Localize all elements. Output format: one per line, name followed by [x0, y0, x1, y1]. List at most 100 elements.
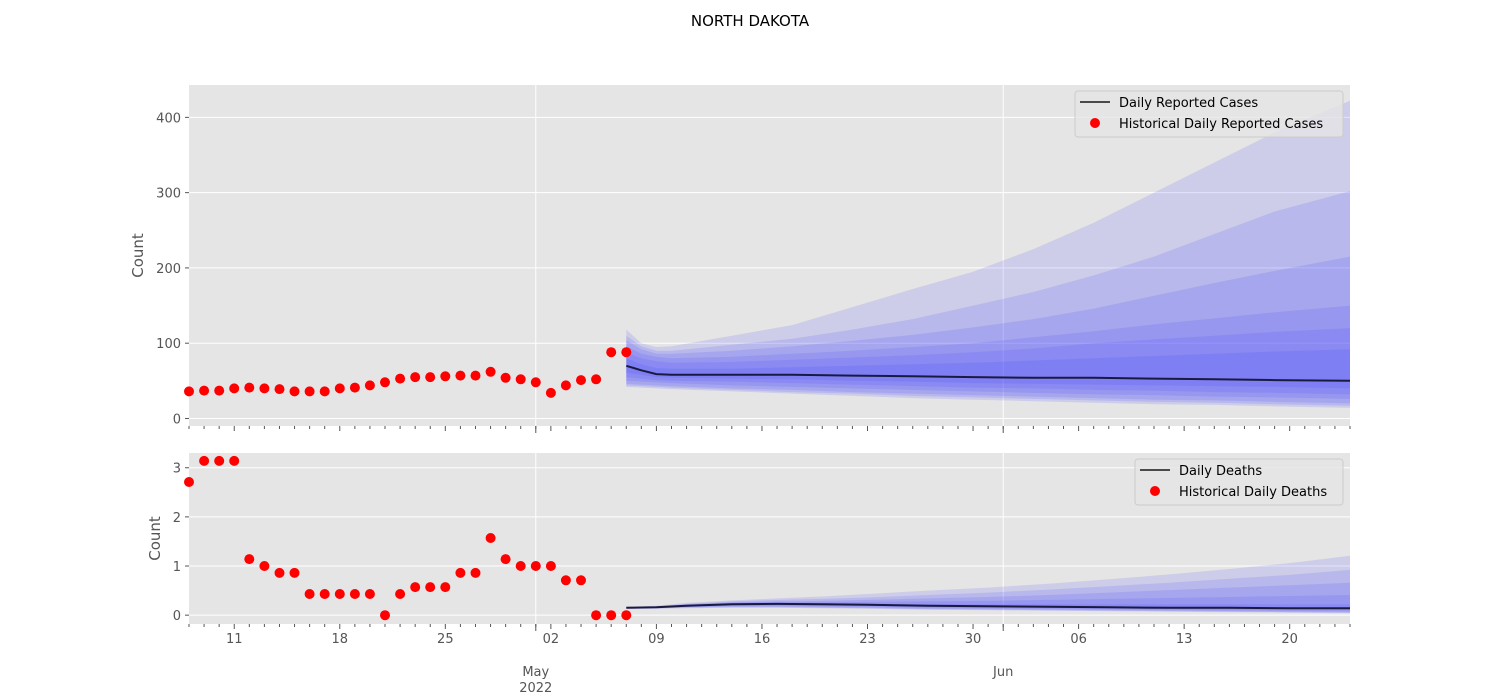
historical-point — [455, 567, 466, 578]
historical-point — [576, 375, 586, 386]
x-tick-label: 02 — [543, 632, 560, 647]
historical-point — [334, 383, 345, 394]
historical-point — [349, 382, 360, 393]
historical-point — [184, 386, 194, 397]
legend-label: Historical Daily Reported Cases — [1119, 117, 1323, 132]
forecast-band-80 — [626, 256, 1350, 404]
y-tick-label: 1 — [173, 560, 181, 575]
plot-background — [189, 85, 1350, 426]
legend-marker-swatch — [1090, 118, 1100, 128]
x-tick-label: 11 — [226, 632, 243, 647]
legend-marker-swatch — [1150, 486, 1160, 496]
figure-title: NORTH DAKOTA — [691, 12, 810, 30]
historical-point — [319, 589, 330, 599]
historical-point — [289, 386, 300, 397]
historical-point — [349, 589, 360, 599]
historical-point — [576, 575, 586, 586]
historical-point — [560, 575, 571, 586]
historical-point — [470, 370, 481, 381]
historical-point — [485, 366, 496, 377]
x-tick-label: 30 — [965, 632, 982, 647]
historical-point — [380, 610, 390, 621]
historical-point — [530, 561, 541, 571]
historical-point — [319, 386, 330, 397]
y-tick-label: 200 — [156, 262, 181, 277]
historical-point — [410, 582, 421, 593]
historical-point — [455, 370, 466, 381]
historical-point — [364, 589, 375, 599]
legend-label: Daily Deaths — [1179, 464, 1262, 479]
historical-point — [304, 386, 315, 397]
historical-point — [274, 384, 285, 395]
forecast-band-90 — [626, 191, 1350, 406]
legend-label: Daily Reported Cases — [1119, 96, 1258, 111]
historical-point — [259, 561, 270, 571]
x-tick-label: 13 — [1176, 632, 1193, 647]
forecast-band-60 — [626, 595, 1350, 611]
historical-point — [304, 589, 315, 599]
historical-point — [606, 347, 617, 358]
historical-point — [545, 387, 556, 398]
deaths-panel: 0 1 2 3 Count Daily Deaths Historical Daily De… — [146, 453, 1351, 631]
y-tick-label: 100 — [156, 337, 181, 352]
historical-point — [395, 589, 406, 599]
historical-point — [199, 455, 210, 466]
x-year-label: 2022 — [519, 681, 552, 696]
y-axis-label: Count — [146, 516, 164, 561]
x-month-label: Jun — [992, 665, 1013, 680]
x-tick-label: 25 — [437, 632, 454, 647]
historical-point — [244, 554, 255, 565]
historical-point — [395, 373, 406, 384]
historical-point — [425, 372, 436, 383]
legend: Daily Deaths Historical Daily Deaths — [1134, 458, 1344, 506]
historical-point — [560, 380, 571, 391]
y-tick-label: 400 — [156, 111, 181, 126]
forecast-band-98 — [626, 100, 1350, 408]
x-tick-label: 20 — [1281, 632, 1298, 647]
plot-area — [626, 100, 1350, 408]
plot-area — [626, 555, 1350, 614]
historical-point — [214, 385, 225, 396]
historical-point — [515, 374, 526, 385]
historical-point — [485, 533, 496, 543]
historical-point — [184, 477, 194, 487]
historical-point — [244, 382, 255, 393]
y-tick-label: 2 — [173, 511, 181, 526]
historical-point — [440, 582, 451, 593]
legend-label: Historical Daily Deaths — [1179, 485, 1327, 500]
historical-point — [621, 610, 632, 621]
historical-point — [199, 385, 210, 396]
x-tick-label: 23 — [859, 632, 876, 647]
historical-point — [530, 377, 541, 388]
historical-point — [500, 554, 511, 565]
historical-point — [470, 567, 481, 578]
historical-point — [364, 380, 375, 391]
historical-point — [440, 371, 451, 382]
historical-point — [591, 610, 602, 621]
x-tick-label: 06 — [1070, 632, 1087, 647]
x-tick-label: 16 — [754, 632, 771, 647]
x-tick-label: 18 — [332, 632, 349, 647]
y-tick-label: 0 — [173, 412, 181, 427]
forecast-median-line — [626, 364, 1350, 382]
historical-point — [545, 561, 556, 571]
historical-point — [259, 383, 270, 394]
historical-point — [410, 372, 421, 383]
historical-point — [500, 372, 511, 383]
x-month-label: May — [522, 665, 549, 680]
forecast-band-98 — [626, 555, 1350, 614]
historical-point — [591, 374, 602, 385]
historical-point — [214, 455, 225, 466]
historical-point — [289, 567, 300, 578]
historical-point — [380, 377, 390, 388]
legend-box — [1074, 90, 1344, 138]
historical-point — [334, 589, 345, 599]
historical-point — [425, 582, 436, 593]
historical-point — [229, 383, 240, 394]
historical-point — [621, 347, 632, 358]
forecast-band-90 — [626, 569, 1350, 613]
historical-point — [274, 567, 285, 578]
cases-panel: 0 100 200 300 400 Count Daily Reported Cases Hi… — [129, 85, 1351, 433]
